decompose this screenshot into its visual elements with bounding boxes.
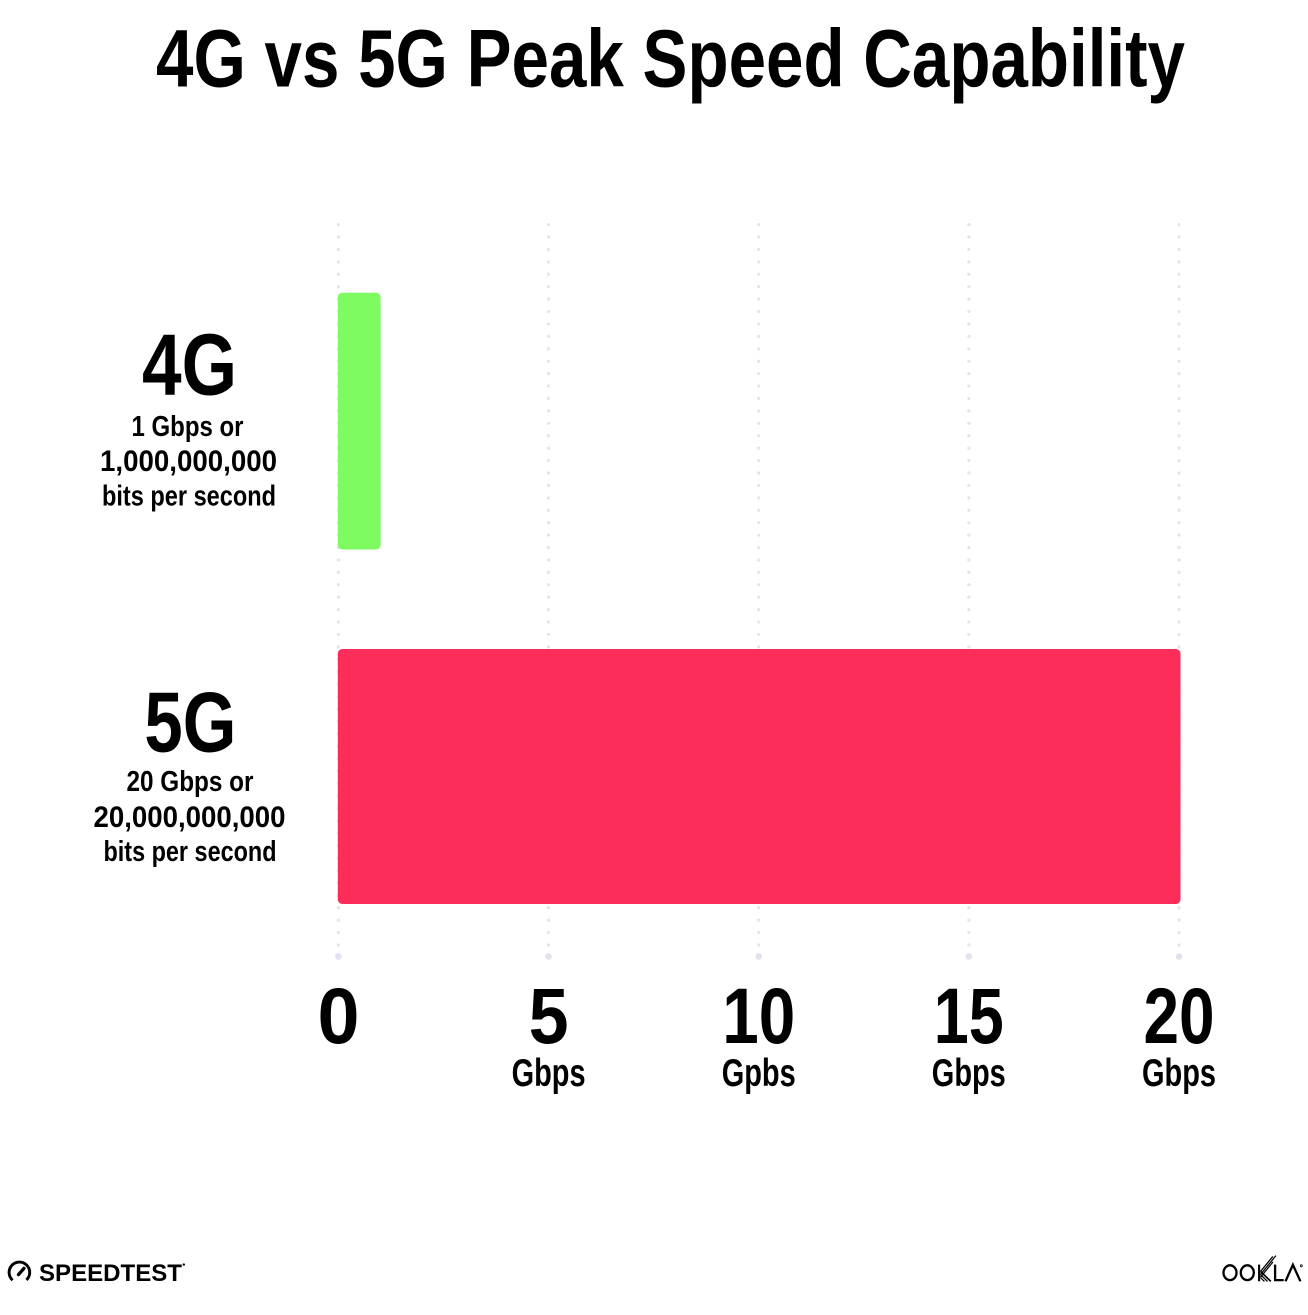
svg-text:20,000,000,000: 20,000,000,000 xyxy=(94,801,286,834)
svg-text:Gbps: Gbps xyxy=(512,1052,586,1095)
svg-text:1 Gbps or: 1 Gbps or xyxy=(132,411,244,443)
svg-text:bits per second: bits per second xyxy=(102,481,276,513)
svg-text:1,000,000,000: 1,000,000,000 xyxy=(100,445,277,478)
svg-text:20 Gbps or: 20 Gbps or xyxy=(127,766,254,798)
svg-text:Gbps: Gbps xyxy=(932,1052,1006,1095)
svg-text:Gbps: Gbps xyxy=(1142,1052,1216,1095)
svg-text:Gpbs: Gpbs xyxy=(722,1052,796,1095)
svg-text:5G: 5G xyxy=(144,676,236,771)
svg-text:20: 20 xyxy=(1144,971,1215,1060)
svg-text:0: 0 xyxy=(318,971,360,1060)
svg-text:SPEEDTEST: SPEEDTEST xyxy=(39,1260,182,1287)
svg-text:10: 10 xyxy=(722,971,795,1060)
svg-text:5: 5 xyxy=(529,971,569,1060)
svg-text:bits per second: bits per second xyxy=(104,836,277,868)
svg-text:4G vs 5G Peak Speed Capability: 4G vs 5G Peak Speed Capability xyxy=(156,14,1185,105)
svg-text:15: 15 xyxy=(934,971,1004,1060)
svg-text:4G: 4G xyxy=(142,317,237,414)
